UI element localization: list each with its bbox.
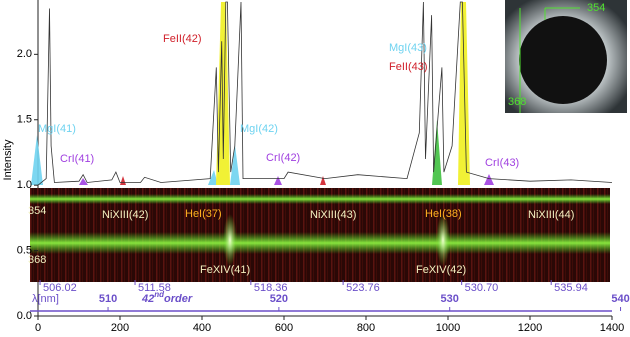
wavelength-tick-label: 523.76 (346, 282, 380, 294)
wavelength-tick-label: 506.02 (43, 282, 77, 294)
order-part: 42 (141, 293, 154, 305)
annotation: MgI(41) (38, 123, 76, 135)
wavelength-tick-label: 511.58 (138, 282, 171, 294)
order-part: nd (154, 290, 165, 299)
annotation: FeII(42) (163, 33, 202, 45)
wavelength-tick-label: 535.94 (554, 282, 588, 294)
line-label: NiXIII(42) (102, 209, 148, 221)
y-axis-label: Intensity (2, 139, 14, 180)
peak-fill (274, 176, 282, 185)
annotation: CrI(42) (266, 152, 300, 164)
line-label: HeI(38) (425, 208, 462, 220)
wavelength-major-label: 520 (270, 293, 288, 305)
order-label: 42ndorder (141, 290, 193, 305)
y-tick-label: 0.0 (17, 310, 32, 322)
line-label: FeXIV(41) (200, 264, 250, 276)
inset-label: 368 (508, 96, 526, 108)
row-label: 368 (28, 254, 46, 266)
spectrum-image (30, 188, 610, 282)
wavelength-major-label: 510 (99, 293, 117, 305)
peak-fill (484, 174, 494, 185)
y-tick-label: 2.0 (17, 48, 32, 60)
wavelength-major-label: 540 (611, 293, 629, 305)
x-tick-label: 1000 (436, 322, 460, 334)
x-tick-label: 1200 (518, 322, 542, 334)
annotation: MgI(42) (240, 123, 278, 135)
wavelength-tick-label: 530.70 (465, 282, 499, 294)
y-tick-label: 0.5 (17, 244, 32, 256)
x-tick-label: 800 (357, 322, 375, 334)
x-tick-label: 1400 (600, 322, 624, 334)
spectrum-band (30, 194, 610, 204)
line-label: HeI(37) (185, 208, 222, 220)
row-label: 354 (28, 205, 46, 217)
order-part: order (164, 293, 193, 305)
emission-spot (223, 214, 237, 266)
peak-fill (458, 2, 470, 185)
peak-fill (432, 120, 442, 185)
peak-fill (79, 178, 88, 185)
inset-label: 354 (587, 2, 605, 14)
peak-fill (320, 176, 326, 185)
inset-image (505, 0, 627, 113)
y-tick-label: 1.5 (17, 114, 32, 126)
wavelength-label: λ[nm] (32, 293, 59, 305)
x-tick-label: 400 (193, 322, 211, 334)
emission-spot (436, 214, 450, 266)
wavelength-major-label: 530 (441, 293, 459, 305)
x-tick-label: 0 (35, 322, 41, 334)
peak-fill (120, 176, 126, 185)
peak-fill (208, 170, 218, 185)
y-tick-label: 1.0 (17, 179, 32, 191)
x-tick-label: 600 (275, 322, 293, 334)
wavelength-tick-label: 518.36 (254, 282, 288, 294)
moon-disk (519, 16, 607, 104)
spectrum-line (37, 1, 613, 186)
peak-fill (31, 135, 43, 185)
line-label: NiXIII(43) (310, 209, 356, 221)
annotation: FeII(43) (389, 61, 428, 73)
line-label: FeXIV(42) (416, 264, 466, 276)
annotation: MgI(43) (389, 42, 427, 54)
line-label: NiXIII(44) (528, 209, 574, 221)
spectrum-band (30, 232, 610, 254)
annotation: CrI(41) (60, 153, 94, 165)
peak-fill (230, 145, 240, 185)
x-tick-label: 200 (111, 322, 129, 334)
annotation: CrI(43) (485, 157, 519, 169)
